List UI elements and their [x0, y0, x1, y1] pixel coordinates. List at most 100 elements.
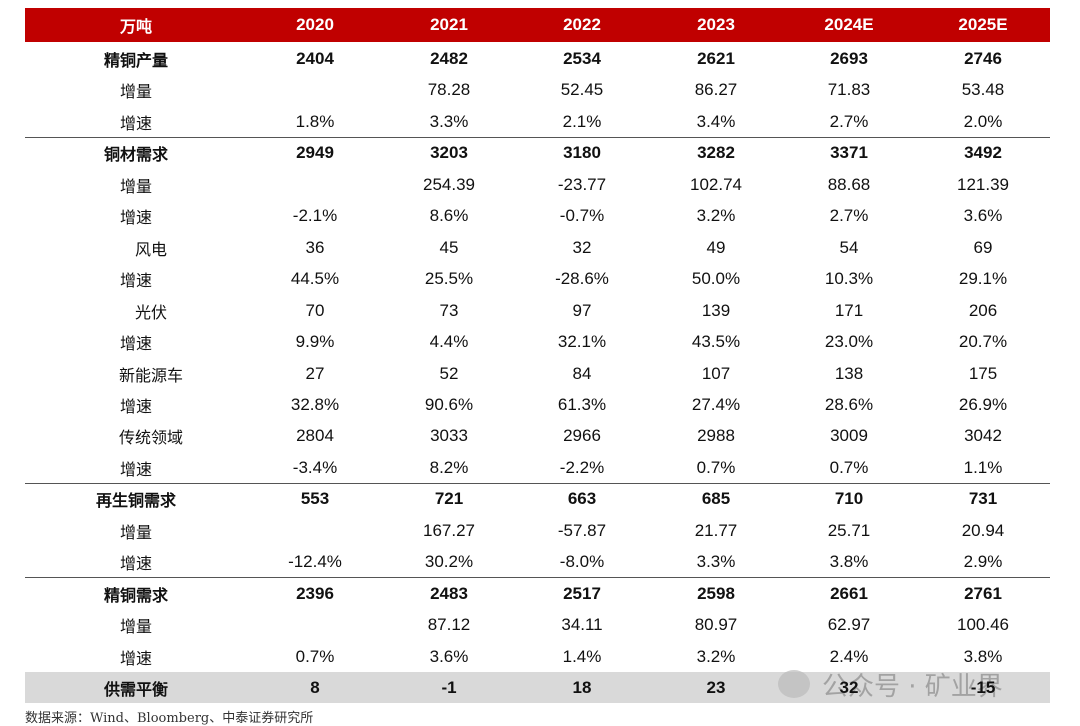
- cell: 80.97: [694, 615, 738, 635]
- cell: 2949: [296, 143, 334, 163]
- cell: 53.48: [961, 80, 1005, 100]
- row-label: 增量: [119, 617, 152, 637]
- cell: -23.77: [557, 174, 607, 194]
- row-label: 再生铜需求: [95, 491, 176, 511]
- row-label: 增速: [119, 459, 152, 479]
- cell: 27.4%: [691, 394, 741, 414]
- cell: 61.3%: [557, 394, 607, 414]
- cell: 3.2%: [696, 206, 736, 226]
- cell: 2534: [563, 49, 601, 68]
- source-note: 数据来源：Wind、Bloomberg、中泰证券研究所: [25, 711, 314, 726]
- cell: -15: [970, 678, 996, 697]
- cell: 3.6%: [963, 206, 1003, 226]
- cell: 23.0%: [824, 332, 874, 352]
- row-label: 风电: [134, 239, 167, 259]
- cell: -8.0%: [559, 552, 605, 572]
- header-band: [25, 8, 1050, 42]
- row-label: 增量: [119, 82, 152, 102]
- cell: 3.8%: [963, 646, 1003, 666]
- cell: 8: [310, 678, 320, 697]
- cell: 3009: [830, 426, 868, 446]
- cell: 2483: [430, 583, 468, 603]
- cell: 25.5%: [424, 269, 474, 289]
- cell: 3.3%: [696, 552, 736, 572]
- cell: 1.1%: [963, 457, 1003, 477]
- separator: [25, 482, 1050, 484]
- balance-band: [25, 672, 1050, 703]
- cell: 20.7%: [958, 332, 1008, 352]
- cell: 0.7%: [829, 457, 869, 477]
- cell: 97: [572, 300, 592, 320]
- cell: 29.1%: [958, 269, 1008, 289]
- cell: 2.1%: [562, 111, 602, 131]
- cell: 2746: [964, 49, 1002, 68]
- cell: 8.2%: [429, 457, 469, 477]
- cell: 254.39: [423, 174, 475, 194]
- cell: 2966: [563, 426, 601, 446]
- cell: 23: [706, 678, 726, 697]
- cell: 0.7%: [295, 646, 335, 666]
- cell: -28.6%: [555, 269, 609, 289]
- cell: 32.8%: [290, 394, 340, 414]
- cell: 21.77: [694, 520, 738, 540]
- cell: 78.28: [427, 80, 471, 100]
- cell: 2396: [296, 583, 334, 603]
- cell: -3.4%: [292, 457, 338, 477]
- header-cell: 2020: [296, 15, 334, 34]
- cell: 2693: [830, 49, 868, 68]
- header-cell: 2021: [430, 15, 468, 34]
- cell: 3033: [430, 426, 468, 446]
- cell: 52: [439, 363, 459, 383]
- cell: 3203: [430, 143, 468, 163]
- row-label: 新能源车: [118, 365, 183, 385]
- cell: 70: [305, 300, 325, 320]
- cell: 2.4%: [829, 646, 869, 666]
- row-label: 增速: [119, 271, 152, 291]
- cell: 25.71: [827, 520, 871, 540]
- row-label: 增速: [119, 648, 152, 668]
- cell: 62.97: [827, 615, 871, 635]
- cell: 18: [572, 678, 592, 697]
- row-label: 铜材需求: [103, 145, 168, 165]
- cell: 32.1%: [557, 332, 607, 352]
- cell: -12.4%: [288, 552, 342, 572]
- separator: [25, 576, 1050, 578]
- header-label: 万吨: [119, 17, 152, 36]
- cell: 2661: [830, 583, 868, 603]
- header-cell: 2025E: [958, 15, 1008, 34]
- cell: 2404: [296, 49, 334, 68]
- cell: 88.68: [827, 174, 871, 194]
- cell: 167.27: [423, 520, 475, 540]
- cell: 28.6%: [824, 394, 874, 414]
- cell: 69: [973, 237, 993, 257]
- row-label: 增速: [119, 396, 152, 416]
- cell: 171: [834, 300, 864, 320]
- cell: 102.74: [690, 174, 742, 194]
- watermark-icon: [778, 670, 810, 698]
- cell: 20.94: [961, 520, 1005, 540]
- cell: 107: [701, 363, 731, 383]
- cell: 32: [572, 237, 592, 257]
- cell: 54: [839, 237, 859, 257]
- cell: 553: [300, 489, 330, 509]
- cell: 10.3%: [824, 269, 874, 289]
- cell: 50.0%: [691, 269, 741, 289]
- cell: 2621: [697, 49, 735, 68]
- cell: 3.4%: [696, 111, 736, 131]
- watermark: 公众号 · 矿业界: [822, 672, 1003, 702]
- header-cell: 2024E: [824, 15, 874, 34]
- cell: 45: [439, 237, 459, 257]
- cell: 685: [701, 489, 731, 509]
- cell: 9.9%: [295, 332, 335, 352]
- cell: 3042: [964, 426, 1002, 446]
- cell: 71.83: [827, 80, 871, 100]
- header-cell: 2022: [563, 15, 601, 34]
- row-label: 增量: [119, 176, 152, 196]
- cell: 663: [567, 489, 597, 509]
- cell: 3.3%: [429, 111, 469, 131]
- cell: 84: [572, 363, 592, 383]
- row-label: 增速: [119, 334, 152, 354]
- cell: 138: [834, 363, 864, 383]
- cell: 8.6%: [429, 206, 469, 226]
- cell: 3.6%: [429, 646, 469, 666]
